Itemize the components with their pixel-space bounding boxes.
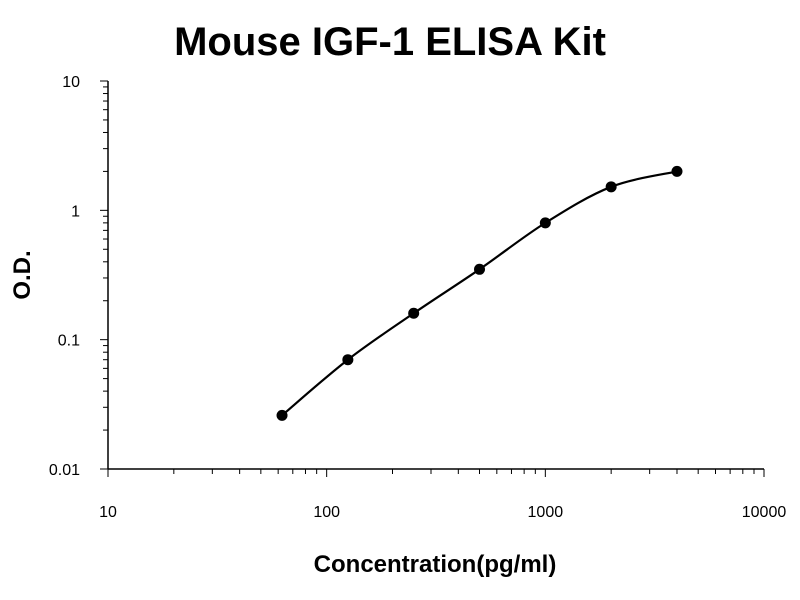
data-point	[474, 263, 486, 275]
data-points-layer	[276, 165, 683, 421]
data-point	[342, 354, 354, 366]
y-axis-label: O.D.	[9, 250, 36, 299]
axes	[107, 81, 764, 470]
x-tick-label: 1000	[528, 504, 564, 521]
y-tick-label: 0.01	[49, 462, 80, 479]
chart-title: Mouse IGF-1 ELISA Kit	[174, 20, 606, 64]
y-tick-label: 0.1	[58, 333, 80, 350]
data-point	[605, 181, 617, 193]
fit-curve	[281, 170, 678, 417]
x-axis-label: Concentration(pg/ml)	[314, 551, 557, 578]
axis-ticks: 10 100 1000 10000 0.01 0.1 1 10	[49, 74, 786, 521]
data-point	[276, 409, 288, 421]
data-point	[671, 165, 683, 177]
x-tick-label: 10000	[742, 504, 787, 521]
y-tick-label: 10	[62, 74, 80, 91]
data-point	[408, 307, 420, 319]
y-tick-label: 1	[71, 203, 80, 220]
data-point	[539, 217, 551, 229]
fit-curve-layer	[281, 170, 678, 417]
x-tick-label: 100	[313, 504, 340, 521]
x-tick-label: 10	[99, 504, 117, 521]
